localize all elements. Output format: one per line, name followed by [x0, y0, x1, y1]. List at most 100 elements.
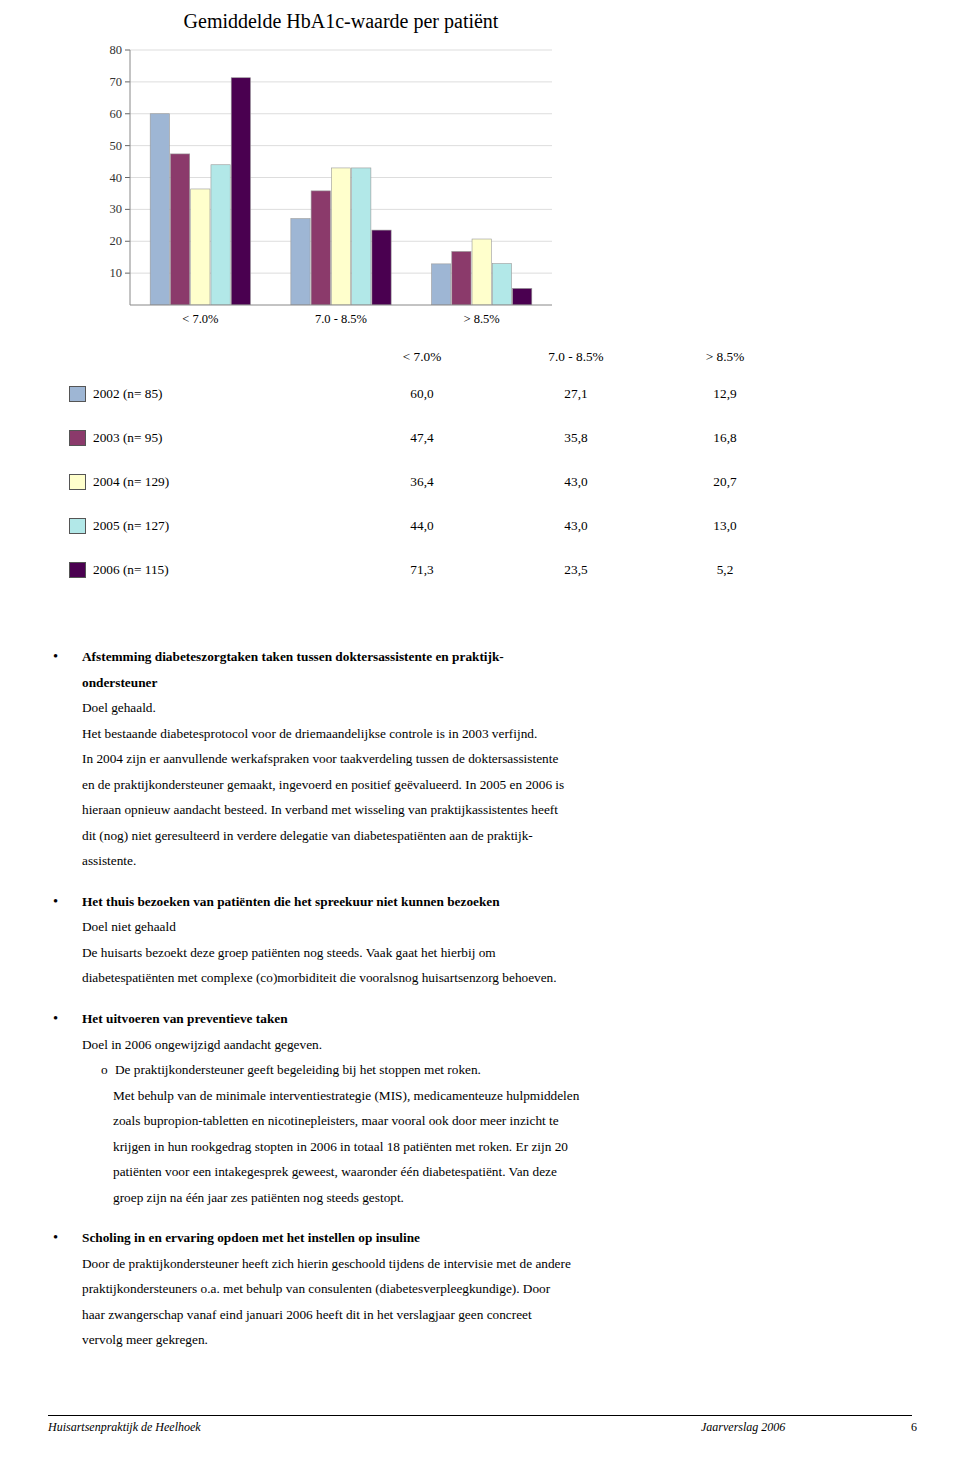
bar: [150, 114, 169, 305]
table-header: 7.0 - 8.5%: [548, 350, 603, 363]
table-value: 43,0: [564, 475, 587, 488]
legend-swatch: [69, 386, 86, 402]
grid-line: [130, 81, 552, 82]
x-axis-line: [130, 305, 552, 306]
body-line: patiënten voor een intakegesprek geweest…: [113, 1165, 557, 1178]
y-tick: [125, 241, 130, 242]
body-line: diabetespatiënten met complexe (co)morbi…: [82, 971, 557, 984]
bar: [452, 251, 471, 305]
grid-line: [130, 145, 552, 146]
legend-swatch: [69, 562, 86, 578]
table-value: 71,3: [410, 563, 433, 576]
bar: [231, 78, 250, 305]
body-line: assistente.: [82, 854, 136, 867]
legend-label: 2003 (n= 95): [93, 431, 163, 444]
bar: [352, 168, 371, 305]
bar: [492, 264, 511, 305]
grid-line: [130, 50, 552, 51]
table-value: 35,8: [564, 431, 587, 444]
page-number: 6: [911, 1421, 917, 1433]
y-tick: [125, 81, 130, 82]
bar: [331, 168, 350, 305]
body-line: haar zwangerschap vanaf eind januari 200…: [82, 1308, 532, 1321]
bullet: •: [53, 1011, 58, 1026]
bar: [170, 154, 189, 305]
footer-rule: [48, 1415, 912, 1416]
bar: [191, 189, 210, 305]
x-tick-label: 7.0 - 8.5%: [315, 312, 367, 326]
bars: [150, 78, 532, 305]
bar: [311, 191, 330, 305]
chart: Gemiddelde HbA1c-waarde per patiënt 10 20 3…: [0, 0, 960, 335]
body-line: krijgen in hun rookgedrag stopten in 200…: [113, 1140, 568, 1153]
body-line: groep zijn na één jaar zes patiënten nog…: [113, 1191, 404, 1204]
y-tick-label: 80: [110, 43, 123, 57]
x-tick-label: < 7.0%: [182, 312, 218, 326]
y-tick: [125, 177, 130, 178]
legend-label: 2006 (n= 115): [93, 563, 169, 576]
y-tick: [125, 273, 130, 274]
y-tick-label: 20: [110, 234, 123, 248]
bar: [513, 288, 532, 305]
bullet: •: [53, 649, 58, 664]
body-line: dit (nog) niet geresulteerd in verdere d…: [82, 829, 533, 842]
table-header: > 8.5%: [706, 350, 745, 363]
section-heading: Afstemming diabeteszorgtaken taken tusse…: [82, 650, 504, 663]
legend-swatch: [69, 430, 86, 446]
x-tick-label: > 8.5%: [464, 312, 500, 326]
body-line: vervolg meer gekregen.: [82, 1333, 208, 1346]
body-line: De huisarts bezoekt deze groep patiënten…: [82, 946, 496, 959]
legend-label: 2005 (n= 127): [93, 519, 169, 532]
sub-bullet: o: [101, 1063, 108, 1076]
grid-line: [130, 113, 552, 114]
table-value: 27,1: [564, 387, 587, 400]
y-tick: [125, 50, 130, 51]
body-line: hieraan opnieuw aandacht besteed. In ver…: [82, 803, 558, 816]
bar: [432, 264, 451, 305]
body-line: Doel gehaald.: [82, 701, 156, 714]
y-tick-label: 40: [110, 171, 123, 185]
body-line: Met behulp van de minimale interventiest…: [113, 1089, 579, 1102]
bullet: •: [53, 1230, 58, 1245]
y-tick-label: 50: [110, 139, 123, 153]
y-tick-label: 30: [110, 202, 123, 216]
section-heading: Het uitvoeren van preventieve taken: [82, 1012, 288, 1025]
section-heading: ondersteuner: [82, 676, 157, 689]
footer-right: Jaarverslag 2006: [701, 1421, 785, 1433]
table-value: 13,0: [713, 519, 736, 532]
y-tick: [125, 145, 130, 146]
body-line: zoals bupropion-tabletten en nicotineple…: [113, 1114, 559, 1127]
table-value: 36,4: [410, 475, 433, 488]
body-line: Doel niet gehaald: [82, 920, 176, 933]
y-tick: [125, 209, 130, 210]
y-tick-label: 60: [110, 107, 123, 121]
bullet: •: [53, 894, 58, 909]
body-line: praktijkondersteuners o.a. met behulp va…: [82, 1282, 550, 1295]
table-value: 44,0: [410, 519, 433, 532]
body-line: Doel in 2006 ongewijzigd aandacht gegeve…: [82, 1038, 322, 1051]
table-header: < 7.0%: [403, 350, 442, 363]
bar: [372, 230, 391, 305]
section-heading: Het thuis bezoeken van patiënten die het…: [82, 895, 500, 908]
bar: [211, 165, 230, 305]
table-value: 20,7: [713, 475, 736, 488]
table-value: 12,9: [713, 387, 736, 400]
body-line: Het bestaande diabetesprotocol voor de d…: [82, 727, 537, 740]
y-axis-line: [130, 50, 131, 305]
body-line: en de praktijkondersteuner gemaakt, inge…: [82, 778, 564, 791]
legend-swatch: [69, 518, 86, 534]
body-line: In 2004 zijn er aanvullende werkafsprake…: [82, 752, 558, 765]
y-tick-label: 10: [110, 266, 123, 280]
y-tick: [125, 113, 130, 114]
table-value: 5,2: [717, 563, 734, 576]
body-line: De praktijkondersteuner geeft begeleidin…: [115, 1063, 481, 1076]
bar: [472, 239, 491, 305]
legend-label: 2002 (n= 85): [93, 387, 163, 400]
section-heading: Scholing in en ervaring opdoen met het i…: [82, 1231, 420, 1244]
table-value: 23,5: [564, 563, 587, 576]
table-value: 16,8: [713, 431, 736, 444]
footer-left: Huisartsenpraktijk de Heelhoek: [48, 1421, 201, 1433]
chart-title: Gemiddelde HbA1c-waarde per patiënt: [184, 10, 499, 33]
table-value: 60,0: [410, 387, 433, 400]
legend-label: 2004 (n= 129): [93, 475, 169, 488]
